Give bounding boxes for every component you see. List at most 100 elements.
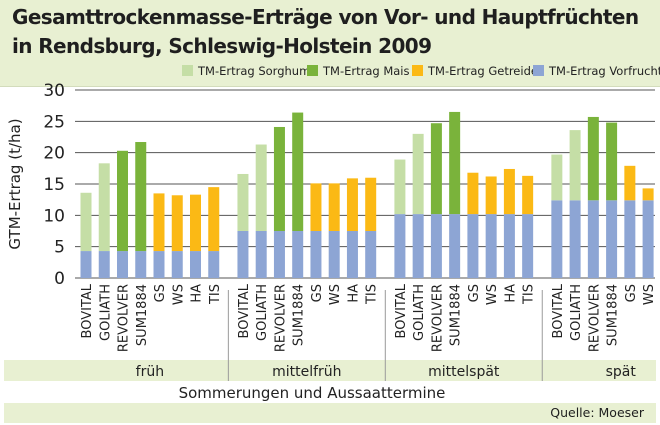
bar-segment xyxy=(365,231,377,278)
bar-segment xyxy=(412,133,424,215)
legend-swatch xyxy=(412,65,423,76)
bar-segment xyxy=(485,214,497,278)
x-tick-label: TIS xyxy=(522,284,537,305)
bar-segment xyxy=(117,251,128,278)
x-tick-label: REVOLVER xyxy=(273,284,288,352)
x-tick-label: BOVITAL xyxy=(394,283,409,338)
group-label: früh xyxy=(136,364,164,380)
bar-segment xyxy=(503,168,515,215)
bar-segment xyxy=(467,214,479,278)
bar-segment xyxy=(606,122,618,201)
bar-segment xyxy=(98,163,110,252)
bar-segment xyxy=(522,214,534,278)
group-band xyxy=(4,360,656,381)
bar-segment xyxy=(237,173,249,231)
bar-segment xyxy=(346,231,358,278)
bar-segment xyxy=(551,200,563,278)
bar-segment xyxy=(624,165,636,201)
group-label: mittelspät xyxy=(428,364,500,380)
bar-segment xyxy=(310,183,322,231)
bar-segment xyxy=(310,231,322,278)
x-tick-label: WS xyxy=(642,284,657,305)
bar-segment xyxy=(569,200,581,278)
y-tick-label: 15 xyxy=(43,175,65,195)
group-label: mittelfrüh xyxy=(272,364,341,380)
bar-segment xyxy=(190,251,201,278)
bar-segment xyxy=(98,251,110,278)
x-tick-label: WS xyxy=(485,284,500,305)
x-axis-title: Sommerungen und Aussaattermine xyxy=(179,384,446,402)
bar-segment xyxy=(624,200,636,278)
bar-segment xyxy=(255,144,267,231)
legend-label: TM-Ertrag Sorghum xyxy=(197,64,310,78)
bar-segment xyxy=(346,178,358,231)
x-tick-label: GOLIATH xyxy=(412,284,427,341)
x-tick-label: SUM1884 xyxy=(292,284,307,346)
y-tick-label: 10 xyxy=(43,206,65,226)
x-tick-label: GS xyxy=(467,284,482,302)
x-tick-label: WS xyxy=(171,284,186,305)
bar-segment xyxy=(273,231,285,278)
x-tick-label: TIS xyxy=(365,284,380,305)
x-tick-label: REVOLVER xyxy=(430,284,445,352)
bar-segment xyxy=(485,176,497,215)
bar-segment xyxy=(135,251,147,278)
y-tick-label: 30 xyxy=(43,81,65,101)
bar-segment xyxy=(255,231,267,278)
legend-label: TM-Ertrag Getreide xyxy=(427,64,538,78)
x-tick-label: BOVITAL xyxy=(551,283,566,338)
bar-segment xyxy=(449,111,461,215)
x-tick-label: GOLIATH xyxy=(98,284,113,341)
legend-label: TM-Ertrag Mais xyxy=(322,64,410,78)
bar-segment xyxy=(606,200,618,278)
x-tick-label: GOLIATH xyxy=(255,284,270,341)
bar-segment xyxy=(365,177,377,231)
bar-segment xyxy=(292,112,304,231)
x-tick-label: GS xyxy=(310,284,325,302)
bar-segment xyxy=(153,193,165,252)
y-tick-label: 20 xyxy=(43,144,65,164)
x-tick-label: HA xyxy=(346,284,361,303)
bar-segment xyxy=(569,130,581,201)
bar-segment xyxy=(587,200,599,278)
legend-swatch xyxy=(307,65,318,76)
x-tick-label: HA xyxy=(503,284,518,303)
group-label: spät xyxy=(606,364,637,380)
source-label: Quelle: Moeser xyxy=(550,405,644,420)
x-tick-label: BOVITAL xyxy=(80,283,95,338)
x-tick-label: WS xyxy=(328,284,343,305)
x-tick-label: GOLIATH xyxy=(569,284,584,341)
bar-segment xyxy=(394,159,406,215)
bar-segment xyxy=(551,154,563,201)
x-tick-label: SUM1884 xyxy=(449,284,464,346)
source-bar: Quelle: Moeser xyxy=(4,403,656,423)
bar-segment xyxy=(328,183,340,231)
x-tick-label: GS xyxy=(624,284,639,302)
bar-segment xyxy=(208,187,220,252)
x-tick-label: BOVITAL xyxy=(237,283,252,338)
bar-segment xyxy=(208,251,220,278)
bar-segment xyxy=(328,231,340,278)
chart-title-area: Gesamttrockenmasse-Erträge von Vor- und … xyxy=(0,0,660,87)
bar-segment xyxy=(430,123,442,215)
bar-segment xyxy=(80,251,92,278)
bar-segment xyxy=(587,116,599,201)
y-axis-title: GTM-Ertrag (t/ha) xyxy=(6,118,24,249)
bar-segment xyxy=(273,126,285,231)
bar-segment xyxy=(430,214,442,278)
x-tick-label: HA xyxy=(190,284,205,303)
x-tick-label: SUM1884 xyxy=(135,284,150,346)
bar-segment xyxy=(467,172,479,215)
bar-segment xyxy=(412,214,424,278)
x-tick-label: TIS xyxy=(208,284,223,305)
bar-segment xyxy=(171,195,183,252)
legend-swatch xyxy=(182,65,193,76)
bar-segment xyxy=(449,214,461,278)
bar-segment xyxy=(117,150,128,252)
bar-segment xyxy=(503,214,515,278)
bar-segment xyxy=(394,214,406,278)
bar-segment xyxy=(135,142,147,252)
legend-label: TM-Ertrag Vorfrucht xyxy=(548,64,660,78)
bar-segment xyxy=(80,192,92,252)
